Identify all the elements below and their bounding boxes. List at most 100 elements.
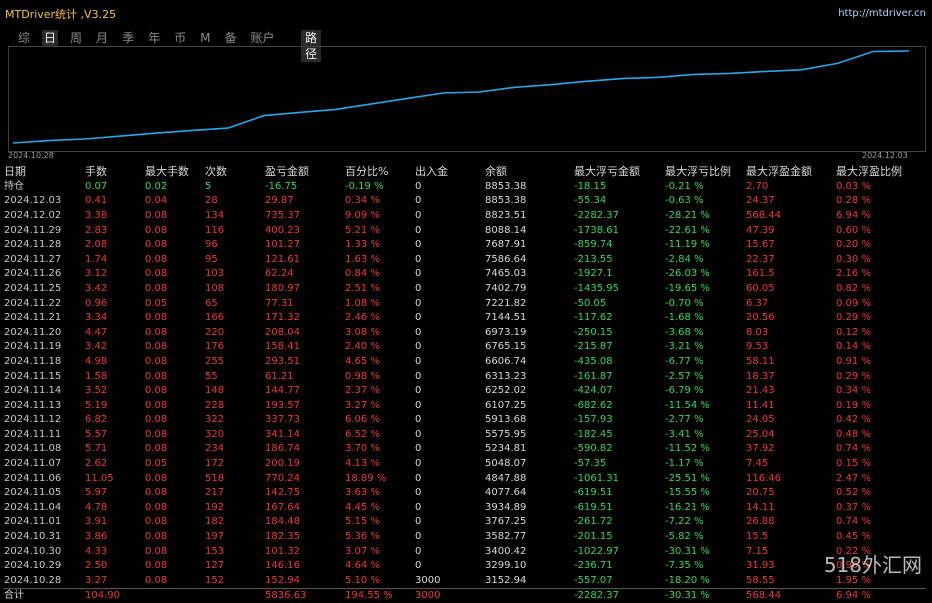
table-cell: 58.11 (746, 355, 775, 367)
table-cell: 0.08 (145, 560, 168, 572)
table-cell: 0.08 (145, 516, 168, 528)
tab-day[interactable]: 日 (42, 30, 59, 46)
tab-m[interactable]: M (200, 31, 211, 45)
table-row[interactable]: 2024.11.15 1.58 0.08 55 61.21 0.98 % 0 6313.23 -… (4, 369, 926, 384)
table-row[interactable]: 2024.12.02 3.38 0.08 134 735.37 9.09 % 0 8823.5… (4, 208, 926, 223)
table-row[interactable]: 2024.11.08 5.71 0.08 234 186.74 3.70 % 0 5234.8… (4, 442, 926, 457)
tab-account[interactable]: 账户 (250, 31, 275, 45)
column-header[interactable]: 百分比% (345, 165, 389, 178)
tab-currency[interactable]: 币 (174, 31, 187, 45)
position-row[interactable]: 持仓 0.07 0.02 5 -16.75 -0.19 % 0 8853.38 -18.15 -0… (4, 179, 926, 194)
table-cell: 0 (415, 355, 422, 367)
table-cell: 0.08 (145, 370, 168, 382)
table-row[interactable]: 2024.11.28 2.08 0.08 96 101.27 1.33 % 0 7687.91… (4, 237, 926, 252)
column-header[interactable]: 最大浮亏比例 (665, 165, 731, 178)
table-cell: 9.09 % (345, 209, 380, 221)
table-cell: -5.82 % (665, 531, 704, 543)
table-cell: 0.08 (145, 268, 168, 280)
table-cell: -2.57 % (665, 370, 704, 382)
table-cell: 0.08 (145, 472, 168, 484)
column-header[interactable]: 最大手数 (145, 165, 189, 178)
table-cell: 220 (205, 326, 225, 338)
table-cell: 186.74 (265, 443, 300, 455)
table-row[interactable]: 2024.11.29 2.83 0.08 116 400.23 5.21 % 0 8088.1… (4, 223, 926, 238)
table-row[interactable]: 2024.11.27 1.74 0.08 95 121.61 1.63 % 0 7586.64… (4, 252, 926, 267)
site-url-link[interactable]: http://mtdriver.cn (838, 8, 926, 19)
table-cell: 101.27 (265, 239, 300, 251)
table-cell: -3.68 % (665, 326, 704, 338)
table-row[interactable]: 2024.11.25 3.42 0.08 108 180.97 2.51 % 0 7402.7… (4, 281, 926, 296)
table-cell: 101.32 (265, 545, 300, 557)
table-row[interactable]: 2024.11.18 4.98 0.08 255 293.51 4.65 % 0 6606.7… (4, 354, 926, 369)
table-row[interactable]: 2024.11.26 3.12 0.08 103 62.24 0.84 % 0 7465.03… (4, 267, 926, 282)
table-cell: -11.19 % (665, 239, 710, 251)
table-cell: -16.21 % (665, 501, 710, 513)
period-tabs: 综 日 周 月 季 年 币 M 备 账户 路径 (16, 30, 322, 62)
table-row[interactable]: 2024.11.11 5.57 0.08 320 341.14 6.52 % 0 5575.9… (4, 427, 926, 442)
table-cell: 6107.25 (485, 399, 527, 411)
table-row[interactable]: 2024.11.14 3.52 0.08 148 144.77 2.37 % 0 6252.0… (4, 383, 926, 398)
table-row[interactable]: 2024.12.03 0.41 0.04 28 29.87 0.34 % 0 8853.38 -… (4, 194, 926, 209)
column-header[interactable]: 日期 (4, 165, 26, 178)
table-cell: 3582.77 (485, 531, 527, 543)
column-header[interactable]: 手数 (85, 165, 107, 178)
table-row[interactable]: 2024.10.28 3.27 0.08 152 152.94 5.10 % 3000 315… (4, 573, 926, 588)
table-cell: -0.21 % (665, 180, 704, 192)
table-cell: 6.37 (746, 297, 769, 309)
table-cell: 0 (415, 209, 422, 221)
table-row[interactable]: 2024.11.07 2.62 0.05 172 200.19 4.13 % 0 5048.0… (4, 456, 926, 471)
tab-month[interactable]: 月 (96, 31, 109, 45)
table-row[interactable]: 2024.11.01 3.91 0.08 182 184.48 5.15 % 0 3767.2… (4, 515, 926, 530)
table-cell: 2024.11.22 (4, 297, 62, 309)
table-cell: 96 (205, 239, 218, 251)
table-row[interactable]: 2024.11.06 11.05 0.08 518 770.24 18.89 % 0 4847… (4, 471, 926, 486)
table-cell: 0 (415, 385, 422, 397)
table-row[interactable]: 2024.11.20 4.47 0.08 220 208.04 3.08 % 0 6973.1… (4, 325, 926, 340)
column-header[interactable]: 最大浮盈金额 (746, 165, 812, 178)
table-cell: 77.31 (265, 297, 294, 309)
table-row[interactable]: 2024.11.22 0.96 0.05 65 77.31 1.08 % 0 7221.82 -… (4, 296, 926, 311)
table-cell: 2024.11.15 (4, 370, 62, 382)
table-cell: 3.08 % (345, 326, 380, 338)
tab-summary[interactable]: 综 (18, 31, 31, 45)
table-cell: 234 (205, 443, 225, 455)
table-cell: 166 (205, 312, 225, 324)
column-header[interactable]: 最大浮亏金额 (574, 165, 640, 178)
table-cell: 2024.11.29 (4, 224, 62, 236)
column-header[interactable]: 盈亏金额 (265, 165, 309, 178)
column-header[interactable]: 余额 (485, 165, 507, 178)
column-header[interactable]: 次数 (205, 165, 227, 178)
table-row[interactable]: 2024.11.21 3.34 0.08 166 171.32 2.46 % 0 7144.5… (4, 310, 926, 325)
table-cell: 142.75 (265, 487, 300, 499)
tab-note[interactable]: 备 (224, 31, 237, 45)
table-row[interactable]: 2024.10.30 4.33 0.08 153 101.32 3.07 % 0 3400.4… (4, 544, 926, 559)
table-row[interactable]: 2024.11.12 6.82 0.08 322 337.73 6.06 % 0 5913.6… (4, 413, 926, 428)
total-cell: -30.31 % (665, 587, 746, 603)
table-cell: 0.04 (145, 195, 168, 207)
table-cell: 0 (415, 472, 422, 484)
total-cell: 6.94 % (836, 587, 926, 603)
column-header[interactable]: 出入金 (415, 165, 448, 178)
table-cell: 20.75 (746, 487, 775, 499)
table-cell: 127 (205, 560, 225, 572)
table-cell: 8853.38 (485, 180, 527, 192)
table-cell: 8.03 (746, 326, 769, 338)
table-row[interactable]: 2024.11.04 4.78 0.08 192 167.64 4.45 % 0 3934.8… (4, 500, 926, 515)
table-row[interactable]: 2024.10.29 2.50 0.08 127 146.16 4.64 % 0 3299.1… (4, 558, 926, 573)
table-cell: 228 (205, 399, 225, 411)
table-row[interactable]: 2024.11.19 3.42 0.08 176 158.41 2.40 % 0 6765.1… (4, 340, 926, 355)
tab-year[interactable]: 年 (148, 31, 161, 45)
table-row[interactable]: 2024.11.05 5.97 0.08 217 142.75 3.63 % 0 4077.6… (4, 485, 926, 500)
table-cell: 3934.89 (485, 501, 527, 513)
table-cell: 5575.95 (485, 428, 527, 440)
table-cell: 5234.81 (485, 443, 527, 455)
tab-week[interactable]: 周 (70, 31, 83, 45)
total-cell: 568.44 (746, 587, 836, 603)
table-row[interactable]: 2024.11.13 5.19 0.08 228 193.57 3.27 % 0 6107.2… (4, 398, 926, 413)
table-cell: -26.03 % (665, 268, 710, 280)
tab-quarter[interactable]: 季 (122, 31, 135, 45)
table-row[interactable]: 2024.10.31 3.86 0.08 197 182.35 5.36 % 0 3582.7… (4, 529, 926, 544)
table-cell: -16.75 (265, 180, 298, 192)
column-header[interactable]: 最大浮盈比例 (836, 165, 902, 178)
table-cell: 7221.82 (485, 297, 527, 309)
